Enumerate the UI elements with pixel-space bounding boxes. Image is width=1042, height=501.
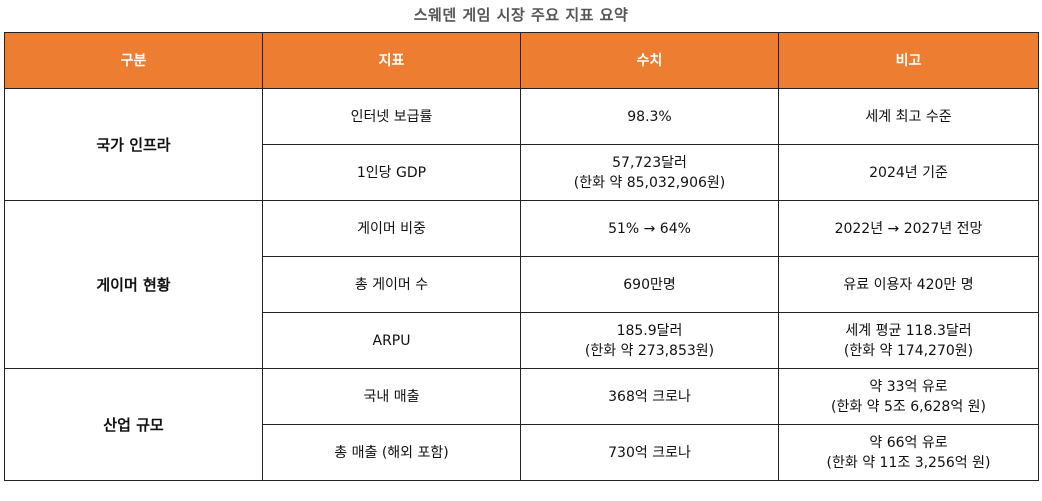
- value-line: 51% → 64%: [608, 220, 691, 237]
- category-cell-industry: 산업 규모: [4, 368, 263, 481]
- table-row: 게이머 현황 게이머 비중 51% → 64% 2022년 → 2027년 전망: [4, 200, 1039, 369]
- column-header-category: 구분: [4, 32, 263, 89]
- table-row: 1인당 GDP 57,723달러 (한화 약 85,032,906원) 2024…: [5, 144, 1039, 201]
- note-cell: 세계 최고 수준: [778, 88, 1039, 145]
- value-cell: 730억 크로나: [520, 424, 779, 481]
- header-row: 구분 지표 수치 비고: [4, 32, 1039, 89]
- indicator-cell: 게이머 비중: [262, 200, 521, 257]
- note-line: 세계 평균 118.3달러: [845, 322, 972, 339]
- indicator-cell: 국내 매출: [262, 368, 521, 425]
- note-line-sub: (한화 약 5조 6,628억 원): [831, 398, 986, 415]
- note-cell: 약 33억 유로 (한화 약 5조 6,628억 원): [778, 368, 1039, 425]
- note-line: 세계 최고 수준: [865, 108, 952, 125]
- note-line: 유료 이용자 420만 명: [843, 276, 974, 293]
- column-header-note: 비고: [778, 32, 1039, 89]
- indicator-cell: 인터넷 보급률: [262, 88, 521, 145]
- table-body: 국가 인프라 인터넷 보급률 98.3% 세계 최고 수준 1인당 GDP 57…: [4, 88, 1039, 481]
- table-row: 총 매출 (해외 포함) 730억 크로나 약 66억 유로 (한화 약 11조…: [5, 424, 1039, 481]
- note-line-sub: (한화 약 174,270원): [843, 342, 974, 359]
- table-row: 총 게이머 수 690만명 유료 이용자 420만 명: [5, 256, 1039, 313]
- table-row: 산업 규모 국내 매출 368억 크로나 약 33억 유로 (한화 약 5조 6…: [4, 368, 1039, 481]
- column-header-value: 수치: [520, 32, 779, 89]
- value-line: 368억 크로나: [608, 388, 691, 405]
- indicator-cell: 1인당 GDP: [262, 144, 521, 201]
- value-cell: 98.3%: [520, 88, 779, 145]
- note-line: 약 66억 유로: [869, 434, 948, 451]
- value-line: 185.9달러: [616, 322, 683, 339]
- summary-table: 구분 지표 수치 비고 국가 인프라 인터넷 보급률 98.3% 세계 최고 수…: [4, 32, 1039, 481]
- value-line-sub: (한화 약 273,853원): [584, 342, 715, 359]
- value-cell: 57,723달러 (한화 약 85,032,906원): [520, 144, 779, 201]
- indicator-cell: 총 게이머 수: [262, 256, 521, 313]
- column-header-indicator: 지표: [262, 32, 521, 89]
- value-line-sub: (한화 약 85,032,906원): [573, 174, 726, 191]
- indicator-cell: ARPU: [262, 312, 521, 369]
- note-cell: 유료 이용자 420만 명: [778, 256, 1039, 313]
- note-line: 2022년 → 2027년 전망: [834, 220, 983, 237]
- value-line: 730억 크로나: [608, 444, 691, 461]
- table-row: ARPU 185.9달러 (한화 약 273,853원) 세계 평균 118.3…: [5, 312, 1039, 369]
- value-cell: 690만명: [520, 256, 779, 313]
- note-line: 2024년 기준: [869, 164, 948, 181]
- note-line-sub: (한화 약 11조 3,256억 원): [826, 454, 991, 471]
- category-cell-gamers: 게이머 현황: [4, 200, 263, 369]
- category-cell-infrastructure: 국가 인프라: [4, 88, 263, 201]
- note-cell: 세계 평균 118.3달러 (한화 약 174,270원): [778, 312, 1039, 369]
- value-cell: 368억 크로나: [520, 368, 779, 425]
- indicator-cell: 총 매출 (해외 포함): [262, 424, 521, 481]
- note-line: 약 33억 유로: [869, 378, 948, 395]
- table-row: 국가 인프라 인터넷 보급률 98.3% 세계 최고 수준: [4, 88, 1039, 201]
- value-cell: 51% → 64%: [520, 200, 779, 257]
- value-line: 57,723달러: [612, 154, 687, 171]
- note-cell: 2024년 기준: [778, 144, 1039, 201]
- note-cell: 2022년 → 2027년 전망: [778, 200, 1039, 257]
- value-line: 98.3%: [627, 108, 672, 125]
- value-line: 690만명: [623, 276, 676, 293]
- table-header: 구분 지표 수치 비고: [4, 32, 1039, 89]
- page-title: 스웨덴 게임 시장 주요 지표 요약: [413, 6, 629, 24]
- note-cell: 약 66억 유로 (한화 약 11조 3,256억 원): [778, 424, 1039, 481]
- value-cell: 185.9달러 (한화 약 273,853원): [520, 312, 779, 369]
